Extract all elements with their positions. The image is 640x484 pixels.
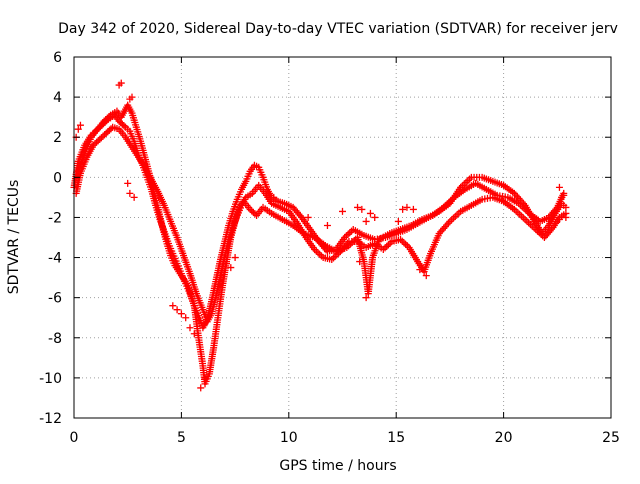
scatter-outliers-point <box>416 266 424 274</box>
track-b-point <box>94 137 102 145</box>
plot-frame <box>73 56 612 419</box>
x-tick-label: 5 <box>177 430 186 446</box>
track-a-point <box>322 246 330 254</box>
scatter-outliers-point <box>555 215 563 223</box>
scatter-outliers-point <box>201 374 209 382</box>
scatter-outliers-point <box>117 79 125 87</box>
track-a-point <box>296 212 304 220</box>
track-c-point <box>100 117 108 125</box>
scatter-outliers-point <box>186 324 194 332</box>
scatter-outliers-point <box>169 302 177 310</box>
scatter-outliers-point <box>562 213 570 221</box>
scatter-outliers-point <box>197 384 205 392</box>
track-b-point <box>107 125 115 133</box>
scatter-outliers-point <box>394 217 402 225</box>
x-tick-label: 0 <box>70 430 79 446</box>
scatter-outliers-point <box>270 193 278 201</box>
scatter-outliers-point <box>76 121 84 129</box>
scatter-outliers-point <box>323 221 331 229</box>
track-b-point <box>96 135 104 143</box>
scatter-outliers-point <box>128 93 136 101</box>
scatter-outliers-point <box>555 183 563 191</box>
scatter-outliers-point <box>358 205 366 213</box>
track-c-point <box>552 205 560 213</box>
x-axis-label: GPS time / hours <box>279 458 396 474</box>
chart-title: Day 342 of 2020, Sidereal Day-to-day VTE… <box>58 21 618 37</box>
x-tick-label: 25 <box>602 430 620 446</box>
scatter-outliers-point <box>231 254 239 262</box>
track-a-point <box>115 117 123 125</box>
track-c-point <box>103 114 111 122</box>
y-tick-label: 0 <box>53 170 62 186</box>
track-b-point <box>548 225 556 233</box>
scatter-outliers-point <box>339 207 346 215</box>
axis-tick-labels: 0 5 10 15 20 25 -12 -10 -8 -6 -4 -2 0 2 4 6 <box>39 50 620 446</box>
scatter-outliers-point <box>124 179 132 187</box>
track-b-point <box>97 134 105 142</box>
track-b-point <box>99 132 107 140</box>
y-tick-label: 2 <box>53 130 62 146</box>
x-tick-label: 10 <box>280 430 298 446</box>
scatter-outliers-point <box>354 203 362 211</box>
track-a-point <box>120 122 128 130</box>
track-c-point <box>105 113 113 121</box>
scatter-outliers-point <box>130 193 138 201</box>
scatter-outliers-point <box>371 213 379 221</box>
track-b-point <box>101 131 109 139</box>
y-tick-label: -8 <box>48 331 62 347</box>
scatter-outliers-point <box>366 209 374 217</box>
track-c-point <box>246 205 254 213</box>
data-points <box>70 79 570 392</box>
track-c-point <box>102 116 110 124</box>
track-c-point <box>248 207 256 215</box>
scatter-outliers-point <box>190 330 198 338</box>
track-b-point <box>105 126 113 134</box>
y-tick-label: 6 <box>53 50 62 66</box>
scatter-outliers-point <box>173 306 181 314</box>
scatter-outliers-point <box>362 294 370 302</box>
scatter-outliers-point <box>223 260 231 268</box>
scatter-outliers-point <box>422 272 430 280</box>
y-tick-label: -2 <box>48 210 62 226</box>
y-tick-label: -6 <box>48 291 62 307</box>
x-tick-label: 15 <box>387 430 405 446</box>
scatter-outliers-point <box>560 191 568 199</box>
track-a-point <box>118 120 126 128</box>
track-b-point <box>102 129 110 137</box>
track-b-point <box>93 138 101 146</box>
track-a-point <box>562 203 570 211</box>
scatter-outliers-point <box>227 264 235 272</box>
track-c-point <box>249 208 257 216</box>
scatter-outliers-point <box>356 258 364 266</box>
scatter-outliers-point <box>362 217 370 225</box>
y-tick-label: 4 <box>53 90 62 106</box>
y-axis-label: SDTVAR / TECUs <box>6 180 22 295</box>
scatter-outliers-point <box>182 314 190 322</box>
scatter-outliers-point <box>399 205 407 213</box>
x-tick-label: 20 <box>495 430 513 446</box>
scatter-outliers-point <box>304 213 312 221</box>
track-b-point <box>91 140 99 148</box>
track-b-point <box>89 141 97 149</box>
scatter-outliers-point <box>403 203 411 211</box>
scatter-outliers-point <box>409 205 417 213</box>
y-tick-label: -4 <box>48 251 62 267</box>
scatter-outliers-point <box>177 310 185 318</box>
scatter-outliers-point <box>126 189 134 197</box>
y-tick-label: -12 <box>39 411 62 427</box>
axis-ticks <box>73 56 612 419</box>
y-tick-label: -10 <box>39 371 62 387</box>
scatter-outliers-point <box>74 125 82 133</box>
track-b-point <box>104 128 112 136</box>
